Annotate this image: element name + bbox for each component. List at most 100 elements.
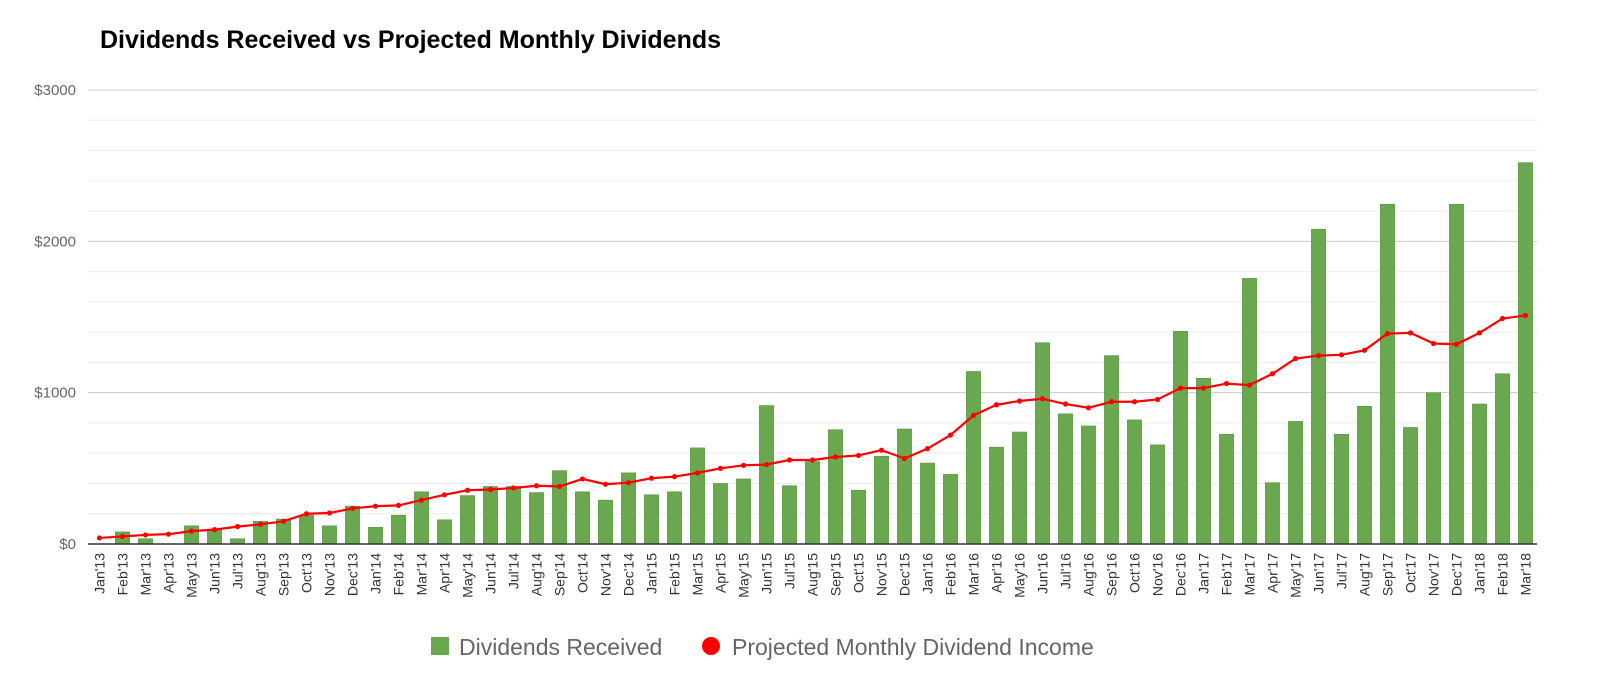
bar-dividends-received [299,514,314,545]
projected-income-point [188,528,195,534]
projected-income-point [1292,356,1299,362]
bar-dividends-received [1219,433,1234,545]
bar-dividends-received [874,455,889,545]
x-tick-label: Mar'15 [690,553,706,596]
x-tick-label: Feb'16 [943,553,959,596]
x-tick-label: Mar'17 [1242,553,1258,596]
projected-income-point [993,402,1000,408]
bar-dividends-received [1449,203,1464,545]
bar-dividends-received [805,461,820,545]
projected-income-point [1131,399,1138,405]
bar-dividends-received [1265,482,1280,545]
x-tick-label: May'16 [1012,553,1028,598]
x-tick-label: Dec'14 [621,553,637,596]
projected-income-point [1315,352,1322,359]
projected-income-point [878,447,885,453]
projected-income-point [1338,352,1345,358]
x-tick-label: Mar'18 [1518,553,1534,596]
x-tick-label: Sep'17 [1380,553,1396,596]
y-tick-label: $3000 [34,82,76,99]
x-tick-label: Apr'13 [161,553,177,593]
bar-dividends-received [690,447,705,545]
bars-dividends-received [115,162,1533,545]
x-tick-label: Jan'14 [368,553,384,594]
bar-dividends-received [782,485,797,545]
bar-dividends-received [1035,342,1050,545]
x-tick-label: Sep'16 [1104,553,1120,596]
x-tick-label: Mar'13 [138,553,154,596]
projected-income-point [809,457,816,463]
bar-dividends-received [1288,421,1303,545]
x-tick-label: Jan'18 [1472,553,1488,594]
bar-dividends-received [759,405,774,545]
x-tick-label: Feb'15 [667,553,683,596]
projected-income-point [970,412,977,418]
projected-income-point [763,461,770,468]
x-tick-label: Feb'13 [115,553,131,596]
projected-income-point [349,505,356,512]
bar-dividends-received [989,446,1004,545]
projected-income-point [740,462,747,468]
projected-income-point [1016,398,1023,404]
projected-income-point [1499,315,1506,322]
x-axis-ticks: Jan'13 Feb'13 Mar'13 Apr'13 May'13 Jun'13 Jul'… [92,553,1534,598]
x-tick-label: Jan'15 [644,553,660,594]
y-tick-label: $2000 [34,233,76,250]
projected-income-point [1154,396,1161,403]
x-tick-label: Nov'15 [874,553,890,596]
x-tick-label: Feb'17 [1219,553,1235,596]
x-tick-label: May'14 [460,553,476,598]
bar-dividends-received [138,538,153,545]
projected-income-point [1269,371,1276,377]
x-tick-label: Mar'16 [966,553,982,596]
x-tick-label: Sep'14 [552,553,568,596]
x-tick-label: May'13 [184,553,200,598]
projected-income-point [1522,312,1529,319]
bar-dividends-received [1472,403,1487,545]
projected-income-point [1384,331,1391,337]
bar-dividends-received [1058,413,1073,545]
x-tick-label: Jul'17 [1334,553,1350,589]
bar-dividends-received [391,514,406,545]
y-axis-ticks: $0 $1000 $2000 $3000 [34,82,76,553]
x-tick-label: Jan'13 [92,553,108,594]
x-tick-label: Jun'14 [483,553,499,594]
projected-income-point [717,465,724,471]
x-tick-label: Oct'14 [575,553,591,593]
projected-income-point [671,474,678,480]
bar-dividends-received [1495,373,1510,545]
projected-income-point [901,455,908,462]
x-tick-label: Apr'16 [989,553,1005,593]
projected-income-point [96,535,103,541]
x-tick-label: Aug'16 [1081,553,1097,596]
bar-dividends-received [598,499,613,545]
gridlines [88,89,1537,515]
bar-dividends-received [1242,278,1257,545]
projected-income-point [1453,341,1460,347]
legend-label-dividends-received: Dividends Received [459,634,662,660]
bar-dividends-received [1173,331,1188,545]
projected-income-point [303,511,310,517]
projected-income-point [211,527,218,533]
projected-income-point [487,486,494,493]
legend-swatch-projected-income [702,637,720,655]
projected-income-point [165,531,172,537]
projected-income-point [142,532,149,538]
bar-dividends-received [828,429,843,545]
x-tick-label: Jul'16 [1058,553,1074,589]
bar-dividends-received [1196,377,1211,545]
projected-income-point [1085,405,1092,411]
bar-dividends-received [575,491,590,545]
bar-dividends-received [1380,203,1395,545]
bar-dividends-received [1518,162,1533,545]
bar-dividends-received [667,491,682,545]
bar-dividends-received [460,495,475,545]
x-tick-label: Jul'15 [782,553,798,589]
x-tick-label: Apr'15 [713,553,729,593]
projected-income-point [694,470,701,476]
projected-income-point [1200,385,1207,391]
bar-dividends-received [552,470,567,545]
projected-income-point [326,510,333,516]
projected-income-point [602,481,609,487]
